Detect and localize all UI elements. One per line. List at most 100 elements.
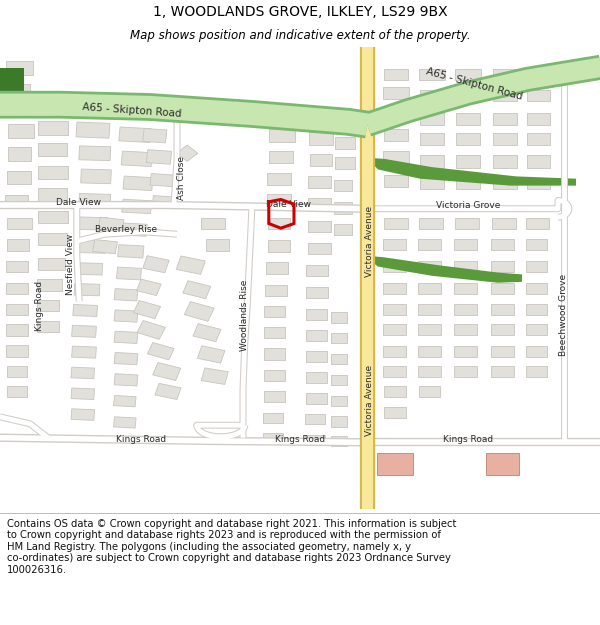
Bar	[153, 362, 181, 381]
Bar	[383, 346, 406, 357]
Bar	[75, 262, 103, 275]
Polygon shape	[369, 158, 576, 186]
Bar	[71, 409, 95, 421]
Text: Victoria Grove: Victoria Grove	[436, 201, 500, 209]
Bar	[77, 240, 106, 253]
Bar	[493, 155, 517, 168]
Bar	[8, 124, 34, 138]
Bar	[265, 370, 286, 381]
Bar	[114, 289, 138, 301]
Bar	[383, 282, 406, 294]
Bar	[308, 242, 331, 254]
Bar	[183, 281, 211, 299]
Text: Victoria Avenue: Victoria Avenue	[365, 206, 373, 277]
Bar	[267, 194, 291, 206]
Bar	[38, 232, 67, 245]
Bar	[331, 396, 347, 406]
Bar	[263, 412, 283, 423]
Bar	[455, 217, 479, 229]
Bar	[37, 321, 59, 332]
Bar	[420, 133, 444, 146]
Bar	[265, 306, 286, 317]
Bar	[384, 386, 406, 397]
Bar	[455, 69, 481, 81]
Bar	[74, 284, 100, 296]
Bar	[456, 155, 480, 168]
Bar	[493, 177, 517, 189]
Bar	[119, 223, 147, 236]
Bar	[419, 69, 445, 81]
Bar	[454, 282, 477, 294]
Text: 1, WOODLANDS GROVE, ILKLEY, LS29 9BX: 1, WOODLANDS GROVE, ILKLEY, LS29 9BX	[152, 5, 448, 19]
Bar	[80, 169, 112, 184]
Bar	[527, 69, 550, 81]
Bar	[492, 217, 516, 229]
Bar	[6, 261, 28, 272]
Bar	[38, 211, 68, 223]
Bar	[206, 239, 229, 251]
Bar	[5, 196, 28, 208]
Bar	[331, 354, 347, 364]
Bar	[76, 122, 110, 138]
Text: Nesfield View: Nesfield View	[66, 234, 76, 295]
Bar	[334, 180, 352, 191]
Text: Kings Road: Kings Road	[35, 281, 44, 331]
Bar	[384, 175, 408, 187]
Bar	[331, 375, 347, 385]
Bar	[176, 256, 205, 274]
Bar	[136, 279, 161, 296]
Bar	[486, 453, 519, 475]
Bar	[377, 453, 413, 475]
Bar	[454, 304, 477, 315]
Bar	[197, 346, 225, 363]
Bar	[38, 166, 68, 179]
Bar	[493, 112, 517, 124]
Bar	[71, 346, 97, 358]
Bar	[418, 239, 441, 251]
Bar	[71, 367, 95, 379]
Bar	[114, 352, 138, 365]
Text: Kings Road: Kings Road	[443, 436, 493, 444]
Text: A65 - Skipton Road: A65 - Skipton Road	[82, 102, 182, 119]
Bar	[6, 84, 30, 98]
Text: Dale View: Dale View	[56, 198, 101, 208]
Bar	[118, 244, 144, 258]
Bar	[265, 348, 286, 359]
Bar	[383, 239, 406, 251]
Bar	[6, 324, 28, 336]
Bar	[526, 304, 547, 315]
Bar	[335, 158, 355, 169]
Bar	[113, 396, 136, 407]
Bar	[269, 129, 295, 142]
Bar	[526, 239, 547, 251]
Bar	[123, 176, 153, 191]
Bar	[184, 302, 214, 321]
Bar	[265, 391, 286, 402]
Bar	[268, 240, 290, 251]
Bar	[150, 174, 174, 187]
Text: Map shows position and indicative extent of the property.: Map shows position and indicative extent…	[130, 29, 470, 42]
Bar	[307, 330, 328, 341]
Bar	[527, 177, 550, 189]
Bar	[491, 366, 514, 377]
Bar	[306, 288, 328, 299]
Text: Kings Road: Kings Road	[275, 436, 325, 444]
Bar	[384, 407, 406, 418]
Bar	[418, 261, 441, 272]
Bar	[119, 127, 151, 142]
Bar	[201, 217, 225, 229]
Bar	[121, 151, 152, 166]
Bar	[7, 171, 31, 184]
Bar	[419, 386, 440, 397]
Bar	[38, 121, 68, 135]
Bar	[307, 309, 328, 320]
Bar	[7, 386, 27, 397]
Bar	[454, 261, 477, 272]
Polygon shape	[369, 256, 522, 282]
Bar	[526, 282, 547, 294]
Bar	[98, 217, 124, 232]
Bar	[420, 112, 444, 124]
Bar	[420, 155, 444, 168]
Bar	[384, 69, 408, 81]
Bar	[265, 327, 286, 338]
